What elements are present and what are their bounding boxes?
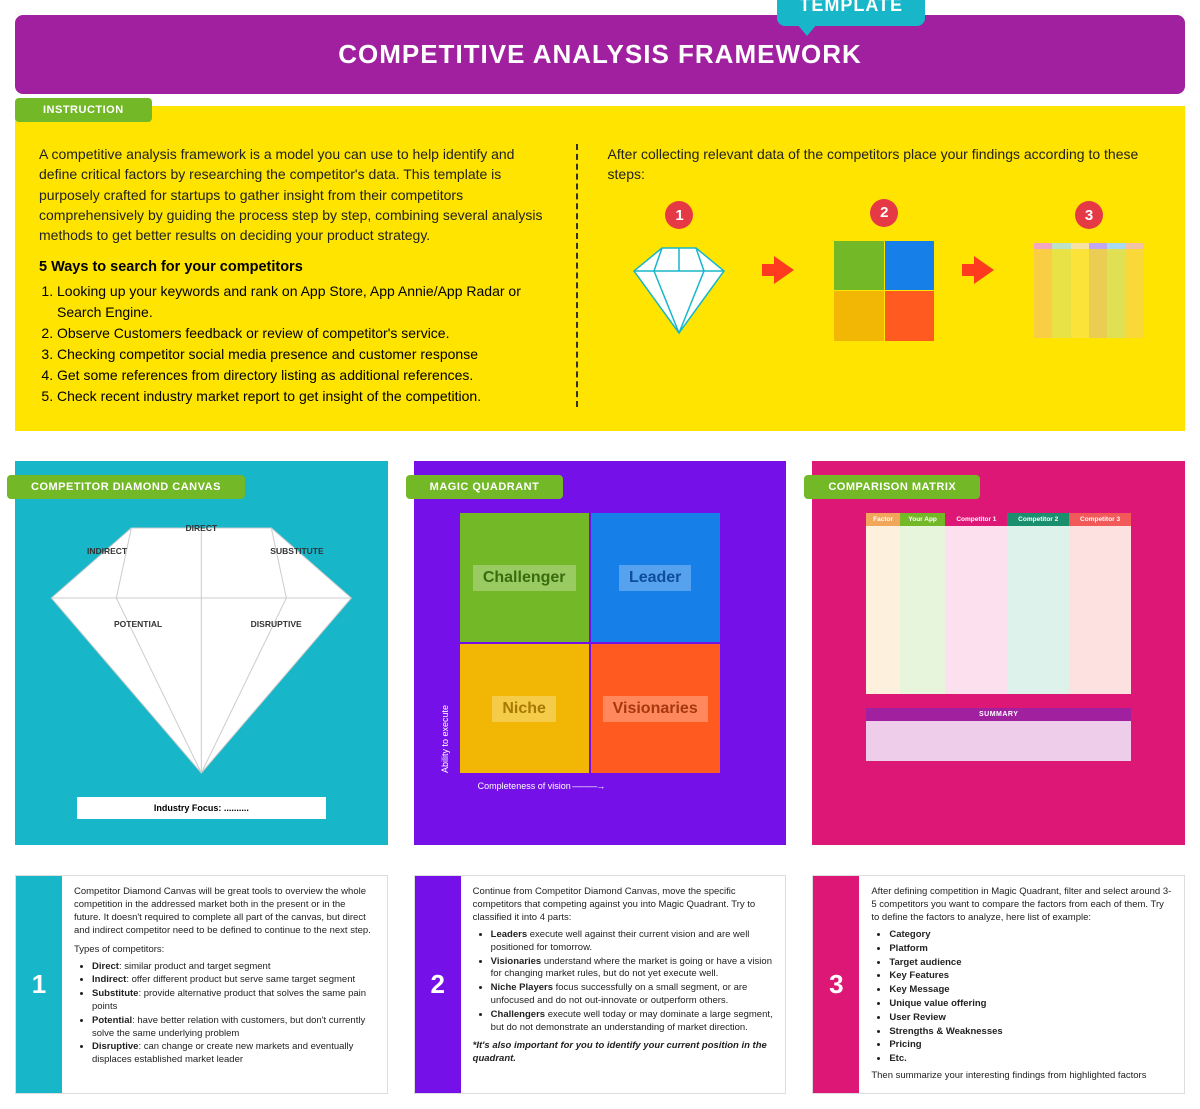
matrix-cell	[1007, 610, 1069, 638]
diamond-label-indirect: INDIRECT	[87, 546, 127, 556]
explain-num: 1	[16, 876, 62, 1092]
matrix-header: Factor	[866, 513, 899, 526]
quadrant-cell-tr: Leader	[591, 513, 720, 642]
matrix-cell	[866, 638, 899, 666]
matrix-cell	[900, 526, 946, 554]
industry-focus-bar: Industry Focus: ..........	[77, 797, 326, 819]
template-badge: TEMPLATE	[777, 0, 925, 26]
matrix-cell	[900, 554, 946, 582]
instruction-label: INSTRUCTION	[15, 98, 152, 122]
steps-row: 1 2 3	[608, 199, 1161, 341]
axis-x-label: Completeness of vision	[478, 781, 763, 791]
matrix-cell	[866, 610, 899, 638]
explanations-row: 1Competitor Diamond Canvas will be great…	[15, 875, 1185, 1093]
matrix-header: Your App	[900, 513, 946, 526]
header-banner: TEMPLATE COMPETITIVE ANALYSIS FRAMEWORK	[15, 15, 1185, 94]
matrix-cell	[866, 666, 899, 694]
axis-y-label: Ability to execute	[440, 705, 450, 773]
matrix-header: Competitor 2	[1007, 513, 1069, 526]
mini-quadrant-icon	[834, 241, 934, 341]
matrix-cell	[866, 554, 899, 582]
mini-diamond-icon	[624, 243, 734, 338]
matrix-cell	[1069, 526, 1131, 554]
ways-item: Looking up your keywords and rank on App…	[57, 281, 546, 323]
matrix-cell	[1007, 526, 1069, 554]
explain-body: After defining competition in Magic Quad…	[859, 876, 1184, 1092]
instruction-section: INSTRUCTION A competitive analysis frame…	[15, 106, 1185, 431]
matrix-cell	[1069, 638, 1131, 666]
matrix-cell	[945, 610, 1007, 638]
diamond-label-direct: DIRECT	[39, 523, 364, 533]
page-title: COMPETITIVE ANALYSIS FRAMEWORK	[39, 39, 1161, 70]
quadrant-cell-bl: Niche	[460, 644, 589, 773]
matrix-cell	[945, 638, 1007, 666]
matrix-cell	[900, 610, 946, 638]
comparison-table: FactorYour AppCompetitor 1Competitor 2Co…	[866, 513, 1131, 694]
summary-body	[866, 721, 1131, 761]
matrix-cell	[1069, 666, 1131, 694]
explain-card-2: 2Continue from Competitor Diamond Canvas…	[414, 875, 787, 1093]
step-1: 1	[624, 201, 734, 338]
explain-body: Competitor Diamond Canvas will be great …	[62, 876, 387, 1092]
matrix-cell	[1069, 610, 1131, 638]
matrix-cell	[866, 582, 899, 610]
quadrant-cell-br: Visionaries	[591, 644, 720, 773]
explain-card-1: 1Competitor Diamond Canvas will be great…	[15, 875, 388, 1093]
steps-intro: After collecting relevant data of the co…	[608, 144, 1161, 185]
quadrant-card-label: MAGIC QUADRANT	[406, 475, 564, 499]
matrix-cell	[945, 582, 1007, 610]
quadrant-grid: ChallengerLeaderNicheVisionaries	[460, 513, 720, 773]
matrix-header: Competitor 1	[945, 513, 1007, 526]
diamond-card-label: COMPETITOR DIAMOND CANVAS	[7, 475, 245, 499]
mini-matrix-icon	[1034, 243, 1144, 338]
step-3: 3	[1034, 201, 1144, 338]
quadrant-cell-tl: Challenger	[460, 513, 589, 642]
matrix-cell	[1069, 582, 1131, 610]
matrix-cell	[1069, 554, 1131, 582]
summary-box: SUMMARY	[866, 708, 1131, 761]
diamond-label-disruptive: DISRUPTIVE	[251, 619, 302, 629]
matrix-cell	[1007, 582, 1069, 610]
diamond-label-substitute: SUBSTITUTE	[270, 546, 323, 556]
ways-item: Check recent industry market report to g…	[57, 386, 546, 407]
matrix-cell	[1007, 666, 1069, 694]
cards-row: COMPETITOR DIAMOND CANVAS DIRECT INDIREC…	[15, 461, 1185, 845]
diamond-diagram: DIRECT INDIRECT SUBSTITUTE POTENTIAL DIS…	[39, 513, 364, 783]
instruction-intro: A competitive analysis framework is a mo…	[39, 144, 546, 245]
matrix-cell	[900, 582, 946, 610]
explain-num: 3	[813, 876, 859, 1092]
matrix-cell	[866, 526, 899, 554]
arrow-icon	[974, 256, 994, 284]
diamond-canvas-card: COMPETITOR DIAMOND CANVAS DIRECT INDIREC…	[15, 461, 388, 845]
matrix-cell	[945, 554, 1007, 582]
instruction-right: After collecting relevant data of the co…	[608, 144, 1161, 407]
magic-quadrant-card: MAGIC QUADRANT Ability to execute Challe…	[414, 461, 787, 845]
ways-heading: 5 Ways to search for your competitors	[39, 259, 546, 275]
matrix-card-label: COMPARISON MATRIX	[804, 475, 980, 499]
summary-heading: SUMMARY	[866, 708, 1131, 721]
matrix-cell	[945, 526, 1007, 554]
arrow-icon	[774, 256, 794, 284]
step-num-2: 2	[870, 199, 898, 227]
matrix-cell	[945, 666, 1007, 694]
explain-num: 2	[415, 876, 461, 1092]
ways-list: Looking up your keywords and rank on App…	[57, 281, 546, 407]
ways-item: Observe Customers feedback or review of …	[57, 323, 546, 344]
matrix-cell	[900, 666, 946, 694]
explain-body: Continue from Competitor Diamond Canvas,…	[461, 876, 786, 1092]
matrix-cell	[900, 638, 946, 666]
matrix-cell	[1007, 638, 1069, 666]
step-num-3: 3	[1075, 201, 1103, 229]
ways-item: Get some references from directory listi…	[57, 365, 546, 386]
comparison-matrix-card: COMPARISON MATRIX FactorYour AppCompetit…	[812, 461, 1185, 845]
instruction-left: A competitive analysis framework is a mo…	[39, 144, 578, 407]
step-2: 2	[834, 199, 934, 341]
step-num-1: 1	[665, 201, 693, 229]
explain-card-3: 3After defining competition in Magic Qua…	[812, 875, 1185, 1093]
diamond-label-potential: POTENTIAL	[114, 619, 162, 629]
ways-item: Checking competitor social media presenc…	[57, 344, 546, 365]
matrix-header: Competitor 3	[1069, 513, 1131, 526]
matrix-cell	[1007, 554, 1069, 582]
